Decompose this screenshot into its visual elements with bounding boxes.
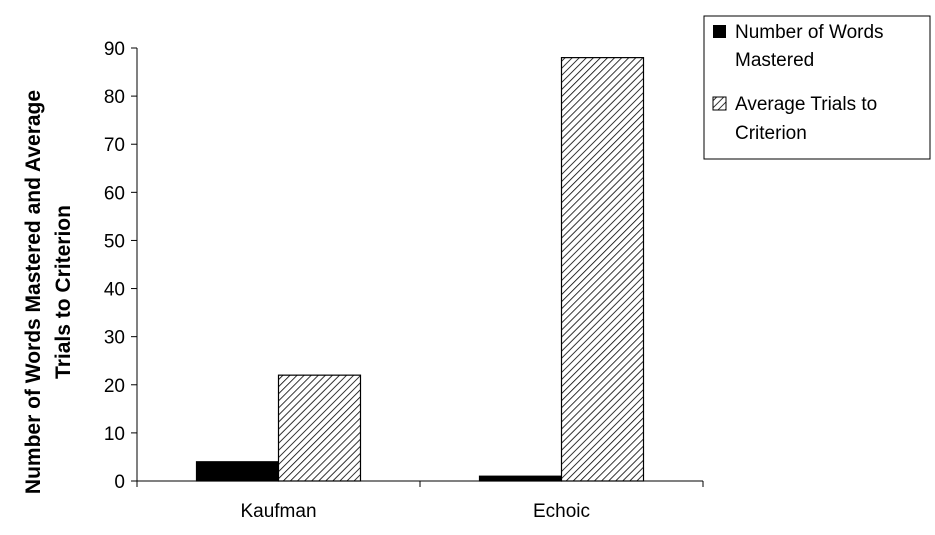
plot-area: Kaufman Echoic 0 10 20 30 40 50 60 70 80 90 xyxy=(104,39,704,522)
legend-box xyxy=(703,15,931,160)
bar-echoic-average-trials xyxy=(560,57,645,482)
y-tick-label-40: 40 xyxy=(104,280,125,301)
y-axis-title-line-2: Trials to Criterion xyxy=(52,205,75,379)
legend-swatch-average-trials xyxy=(712,96,727,111)
bar-kaufman-words-mastered xyxy=(195,461,280,482)
legend: Number of Words Mastered Average Trials … xyxy=(703,15,931,160)
bar-echoic-words-mastered xyxy=(478,475,563,482)
y-axis-title-line-1: Number of Words Mastered and Average xyxy=(22,90,45,494)
y-axis-title: Number of Words Mastered and Average Tri… xyxy=(22,90,75,494)
y-tick-label-60: 60 xyxy=(104,183,125,204)
bar-kaufman-average-trials xyxy=(277,374,362,482)
legend-swatch-words-mastered xyxy=(713,25,726,38)
y-tick-label-10: 10 xyxy=(104,424,125,445)
legend-label-words-mastered-line-1: Number of Words xyxy=(735,22,884,43)
y-tick-label-0: 0 xyxy=(114,472,125,493)
y-tick-label-30: 30 xyxy=(104,328,125,349)
legend-label-words-mastered-line-2: Mastered xyxy=(735,50,814,71)
legend-label-average-trials-line-1: Average Trials to xyxy=(735,94,877,115)
y-tick-label-50: 50 xyxy=(104,231,125,252)
y-tick-label-70: 70 xyxy=(104,135,125,156)
legend-label-average-trials-line-2: Criterion xyxy=(735,123,807,144)
y-tick-label-90: 90 xyxy=(104,39,125,60)
x-tick-label-echoic: Echoic xyxy=(533,501,590,522)
y-tick-label-80: 80 xyxy=(104,87,125,108)
x-tick-label-kaufman: Kaufman xyxy=(240,501,316,522)
y-tick-label-20: 20 xyxy=(104,376,125,397)
